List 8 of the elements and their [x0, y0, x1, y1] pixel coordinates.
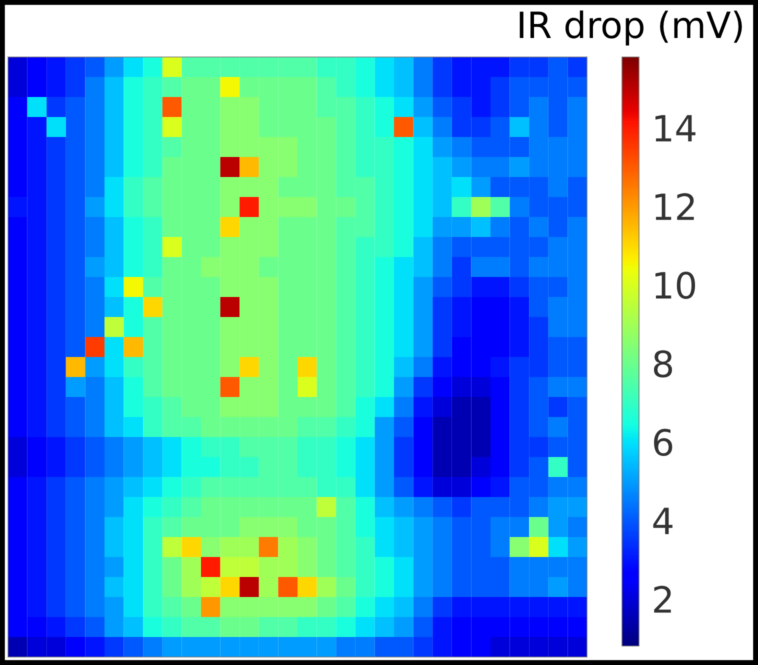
- color-bar-title: IR drop (mV): [520, 10, 742, 46]
- color-bar-label: 8: [654, 350, 672, 378]
- color-bar-label: 6: [654, 428, 672, 456]
- color-bar-label: 12: [655, 193, 694, 220]
- color-bar-label: 14: [655, 115, 696, 142]
- color-bar-label: 2: [654, 586, 671, 613]
- color-bar-label: 10: [655, 272, 696, 299]
- color-bar-label: 4: [653, 508, 672, 534]
